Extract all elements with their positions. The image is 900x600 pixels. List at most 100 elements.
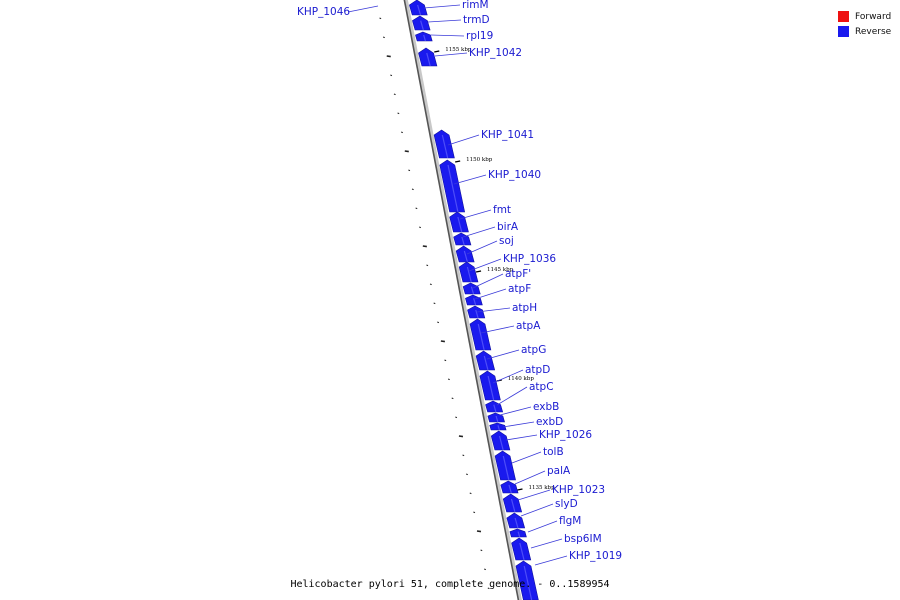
gene-label-group: atpC	[496, 381, 554, 406]
gene-label: slyD	[555, 498, 578, 510]
leader-line	[347, 5, 379, 13]
gene-highlight	[420, 20, 424, 31]
legend-label-forward: Forward	[855, 11, 892, 22]
kbp-tick-label: 1135 kbp	[528, 485, 555, 491]
minor-tick	[386, 55, 391, 58]
gene-block	[462, 282, 481, 295]
kbp-tick: 1150 kbp	[455, 157, 493, 163]
gene-label-group: rimM	[423, 0, 489, 11]
legend: Forward Reverse	[838, 9, 891, 39]
gene-label: KHP_1046	[297, 6, 350, 18]
gene-label-group: atpF'	[472, 268, 531, 289]
gene-label-group: atpD	[492, 364, 550, 384]
gene-label: KHP_1023	[552, 484, 605, 496]
legend-label-reverse: Reverse	[855, 26, 892, 37]
gene-block	[485, 400, 504, 413]
kbp-tick: 1145 kbp	[475, 267, 514, 273]
minor-tick	[411, 188, 414, 191]
kbp-tick-mark	[434, 50, 440, 53]
kbp-tick-mark	[517, 488, 523, 491]
gene-labels: KHP_1046 rimM trmD rpl19 KHP_1042 KHP_1041 KHP…	[297, 0, 622, 566]
gene-label: KHP_1019	[569, 550, 622, 562]
minor-tick	[408, 169, 411, 172]
minor-tick	[393, 93, 396, 96]
minor-tick	[451, 397, 454, 400]
gene-block	[509, 528, 527, 538]
gene-block	[479, 370, 501, 401]
gene-label: KHP_1042	[469, 47, 522, 59]
gene-label-group: KHP_1019	[534, 550, 622, 566]
gene-label: KHP_1041	[481, 129, 534, 141]
gene-block	[511, 537, 532, 561]
gene-label: palA	[547, 465, 571, 477]
gene-label-group: KHP_1046	[297, 5, 379, 18]
gene-label-group: trmD	[427, 14, 490, 26]
gene-block	[415, 31, 433, 42]
axis-line	[403, 0, 520, 600]
minor-tick	[401, 131, 403, 134]
minor-tick	[487, 587, 490, 590]
gene-highlight	[483, 355, 489, 371]
gene-block	[455, 245, 475, 263]
gene-block	[489, 422, 507, 431]
gene-highlight	[510, 498, 516, 513]
leader-line	[430, 34, 465, 37]
gene-label: KHP_1040	[488, 169, 541, 181]
gene-label-group: KHP_1023	[517, 484, 605, 501]
leader-line	[534, 555, 568, 566]
minor-tick	[476, 530, 482, 533]
gene-label-group: KHP_1026	[505, 429, 592, 441]
minor-tick	[462, 454, 465, 457]
gene-highlight	[495, 415, 499, 423]
gene-highlight	[441, 134, 449, 159]
axis-shadow	[404, 0, 522, 600]
kbp-tick: 1135 kbp	[517, 485, 555, 491]
gene-block	[453, 232, 472, 246]
gene-block	[469, 318, 492, 351]
leader-line	[466, 240, 498, 255]
leader-line	[427, 19, 462, 23]
gene-block	[433, 129, 455, 159]
leader-line	[459, 209, 492, 220]
gene-highlight	[417, 4, 422, 16]
legend-item-forward: Forward	[838, 9, 891, 24]
leader-line	[496, 386, 528, 406]
gene-label: KHP_1036	[503, 253, 556, 265]
gene-highlight	[475, 309, 479, 319]
gene-highlight	[508, 484, 512, 494]
gene-label: flgM	[559, 515, 581, 527]
minor-tick	[426, 264, 429, 267]
kbp-tick-label: 1150 kbp	[466, 157, 493, 163]
gene-label: rimM	[462, 0, 489, 11]
minor-tick	[473, 511, 476, 514]
gene-label-group: exbD	[502, 416, 563, 428]
gene-label: fmt	[493, 204, 511, 216]
leader-line	[486, 349, 520, 360]
gene-label-group: KHP_1040	[453, 169, 541, 185]
minor-tick	[469, 492, 472, 495]
gene-highlight	[497, 425, 500, 431]
gene-label: exbB	[533, 401, 559, 413]
gene-highlight	[517, 531, 521, 538]
legend-item-reverse: Reverse	[838, 24, 891, 39]
gene-block	[494, 450, 516, 481]
minor-tick	[465, 473, 468, 476]
gene-features	[409, 0, 539, 600]
kbp-tick-label: 1140 kbp	[508, 376, 535, 382]
leader-line	[492, 369, 524, 384]
gene-label-group: bsp6IM	[530, 533, 602, 549]
gene-label-group: exbB	[499, 401, 559, 416]
gene-label-group: atpG	[486, 344, 546, 360]
gene-label: atpA	[516, 320, 541, 332]
leader-line	[527, 520, 558, 533]
minor-tick	[422, 245, 427, 248]
gene-label: atpC	[529, 381, 554, 393]
gene-block	[467, 305, 486, 319]
leader-line	[447, 134, 480, 146]
leader-line	[480, 325, 515, 334]
minor-tick	[419, 226, 422, 229]
gene-block	[412, 15, 431, 31]
gene-block	[475, 350, 496, 371]
minor-tick	[433, 302, 436, 305]
kbp-tick-mark	[475, 270, 482, 273]
